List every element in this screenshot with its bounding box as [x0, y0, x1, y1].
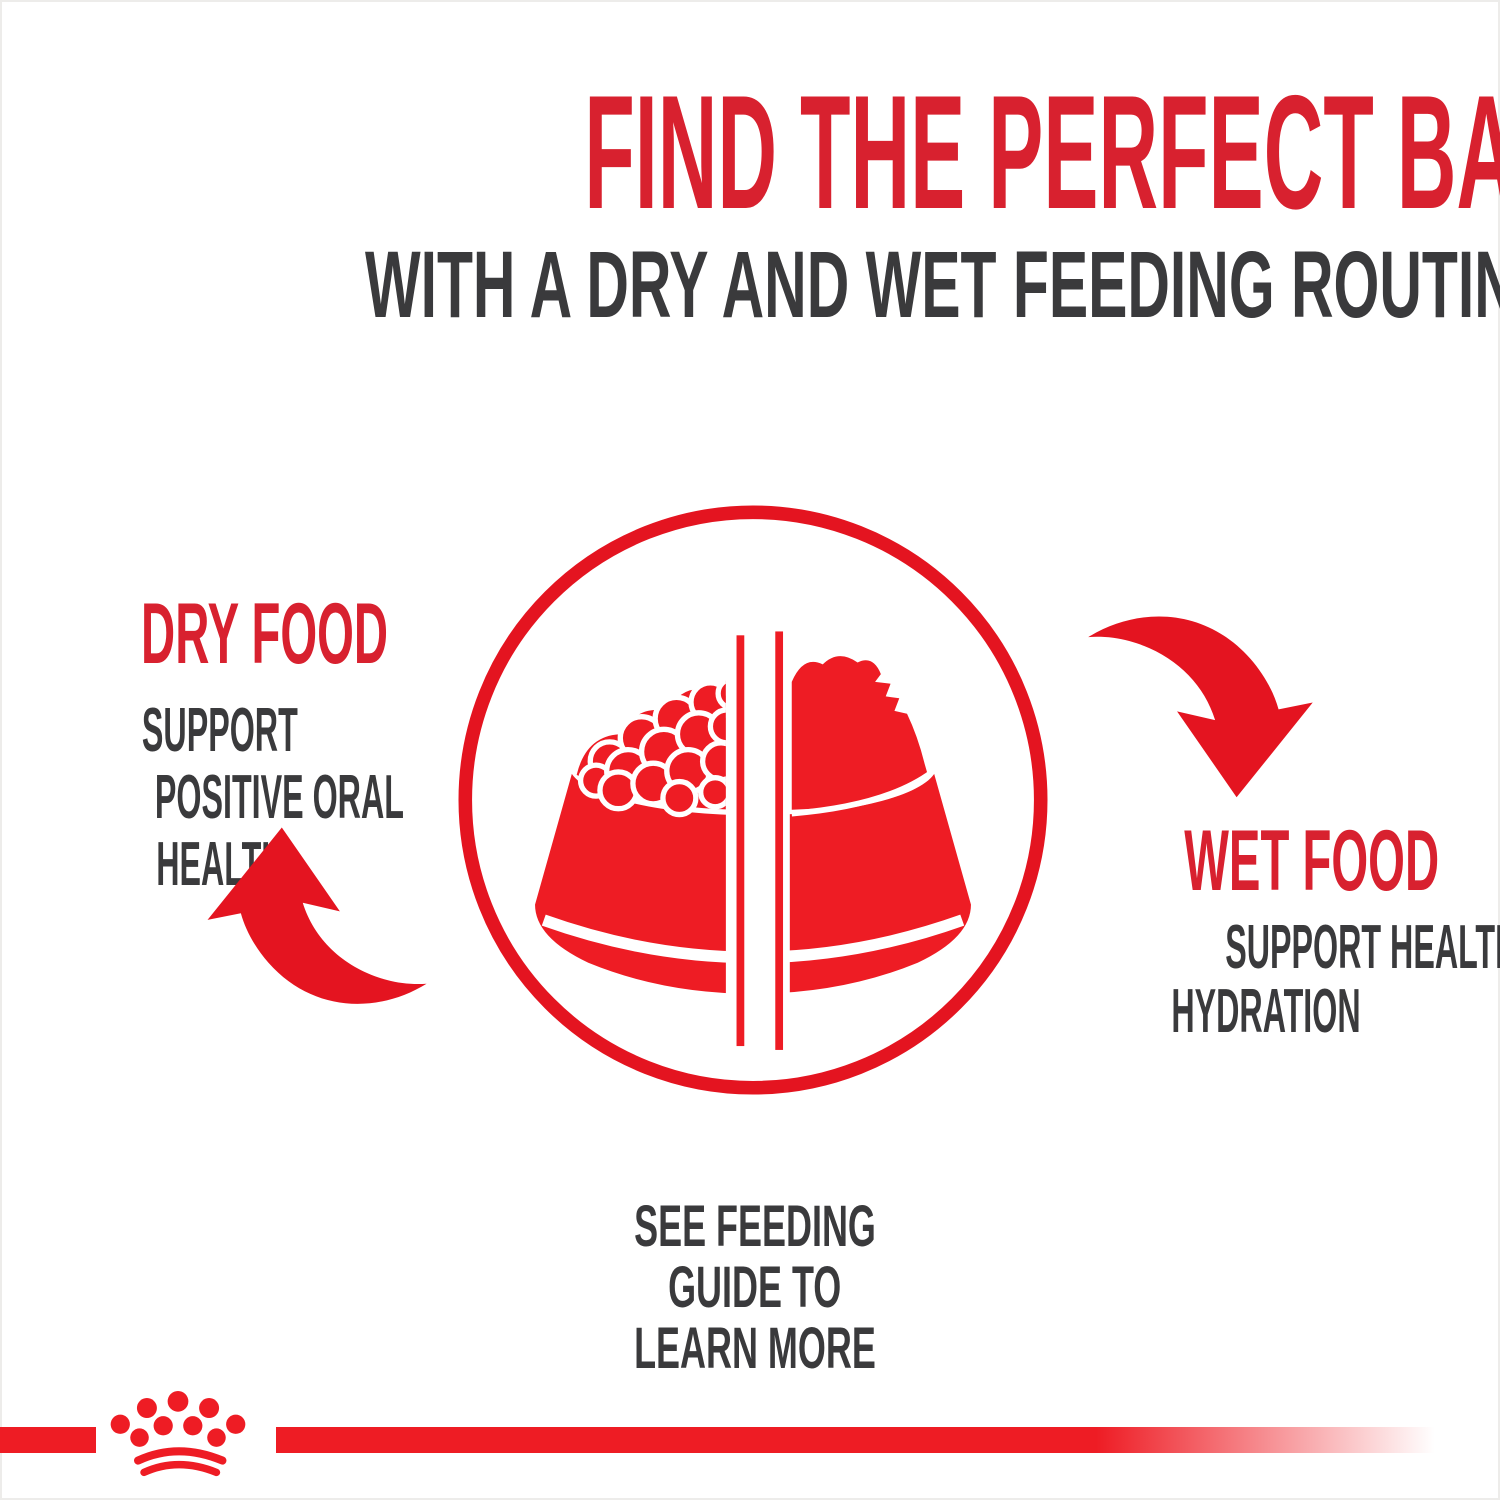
royal-canin-crown-paw-logo-icon	[104, 1390, 252, 1483]
dry-food-description: SUPPORT POSITIVE ORAL HEALTH	[142, 696, 404, 899]
page-title-text: FIND THE PERFECT BALANCE	[584, 62, 1500, 243]
page-subtitle: WITH A DRY AND WET FEEDING ROUTINE	[0, 238, 1500, 333]
curved-arrow-up-icon	[203, 818, 433, 1018]
dry-food-label: DRY FOOD	[141, 586, 389, 682]
page-title: FIND THE PERFECT BALANCE	[0, 72, 1500, 234]
feeding-guide-note: SEE FEEDING GUIDE TO LEARN MORE	[634, 1194, 876, 1381]
curved-arrow-down-icon	[1082, 602, 1317, 807]
wet-food-label: WET FOOD	[1184, 813, 1440, 909]
page-subtitle-text: WITH A DRY AND WET FEEDING ROUTINE	[365, 232, 1500, 338]
split-feeding-bowl-icon	[443, 490, 1063, 1110]
dry-food-block: DRY FOOD SUPPORT POSITIVE ORAL HEALTH	[40, 505, 404, 899]
